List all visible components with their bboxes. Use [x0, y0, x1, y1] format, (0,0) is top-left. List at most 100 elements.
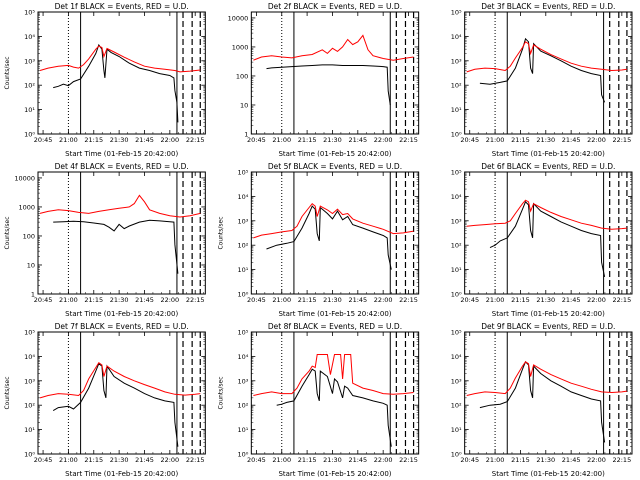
- x-tick-label: 21:00: [59, 136, 78, 144]
- x-tick-label: 21:00: [486, 296, 505, 304]
- x-tick-label: 20:45: [247, 296, 266, 304]
- x-tick-label: 21:00: [59, 456, 78, 464]
- y-tick-label: 10³: [237, 377, 248, 385]
- x-tick-label: 22:15: [399, 456, 418, 464]
- panel-det-8: Det 8f BLACK = Events, RED = U.D. Counts/…: [217, 322, 420, 478]
- y-tick-label: 10⁰: [237, 291, 248, 299]
- x-tick-label: 21:45: [348, 456, 367, 464]
- x-axis-label: Start Time (01-Feb-15 20:42:00): [492, 150, 605, 158]
- events-curve: [479, 360, 606, 443]
- x-tick-label: 21:00: [486, 136, 505, 144]
- y-tick-label: 10¹: [451, 426, 462, 434]
- y-tick-label: 10¹: [237, 426, 248, 434]
- panel-det-5: Det 5f BLACK = Events, RED = U.D. Counts/…: [217, 162, 420, 318]
- events-curve: [266, 205, 392, 270]
- x-tick-label: 21:30: [110, 136, 129, 144]
- y-tick-label: 10²: [237, 402, 248, 410]
- plot-frame: [464, 11, 633, 135]
- y-tick-label: 10²: [451, 402, 462, 410]
- panel-title: Det 8f BLACK = Events, RED = U.D.: [268, 322, 402, 331]
- x-tick-label: 20:45: [460, 136, 479, 144]
- x-tick-label: 21:15: [298, 296, 317, 304]
- plot-frame: [250, 171, 420, 295]
- events-curve: [276, 368, 392, 447]
- events-curve: [266, 64, 391, 106]
- x-axis-label: Start Time (01-Feb-15 20:42:00): [65, 470, 178, 478]
- x-axis-label: Start Time (01-Feb-15 20:42:00): [278, 470, 391, 478]
- y-tick-label: 10000: [228, 14, 249, 22]
- x-tick-label: 21:00: [272, 456, 291, 464]
- x-tick-label: 21:30: [110, 456, 129, 464]
- ud-curve: [39, 361, 201, 399]
- y-axis-label: Counts/sec: [217, 376, 224, 409]
- x-tick-label: 22:00: [160, 296, 179, 304]
- x-tick-label: 20:45: [247, 136, 266, 144]
- y-tick-label: 10⁰: [451, 131, 462, 139]
- y-tick-label: 10¹: [24, 106, 35, 114]
- events-curve: [52, 362, 179, 447]
- y-tick-label: 10⁴: [451, 193, 462, 201]
- panel-title: Det 2f BLACK = Events, RED = U.D.: [268, 2, 402, 11]
- x-tick-label: 22:15: [612, 296, 631, 304]
- panel-det-4: Det 4f BLACK = Events, RED = U.D. Counts/…: [4, 162, 206, 318]
- y-tick-label: 10³: [24, 57, 35, 65]
- panel-det-1: Det 1f BLACK = Events, RED = U.D. Counts/…: [4, 2, 206, 158]
- x-tick-label: 22:15: [186, 296, 205, 304]
- plot-frame: [464, 171, 633, 295]
- x-tick-label: 21:00: [59, 296, 78, 304]
- panel-title: Det 7f BLACK = Events, RED = U.D.: [55, 322, 189, 331]
- x-tick-label: 21:15: [511, 296, 530, 304]
- x-tick-label: 22:00: [160, 136, 179, 144]
- x-axis-label: Start Time (01-Feb-15 20:42:00): [278, 150, 391, 158]
- ud-curve: [466, 41, 627, 73]
- x-tick-label: 21:15: [84, 136, 103, 144]
- x-tick-label: 22:15: [186, 456, 205, 464]
- x-axis-label: Start Time (01-Feb-15 20:42:00): [492, 470, 605, 478]
- plot-frame: [37, 331, 206, 455]
- plot-frame: [250, 331, 420, 455]
- y-tick-label: 10000: [14, 174, 35, 182]
- x-tick-label: 22:15: [612, 136, 631, 144]
- y-tick-label: 10¹: [237, 266, 248, 274]
- x-tick-label: 21:00: [272, 296, 291, 304]
- ud-curve: [253, 354, 414, 396]
- x-tick-label: 22:00: [374, 456, 393, 464]
- plot-frame: [250, 11, 420, 135]
- y-tick-label: 10³: [237, 217, 248, 225]
- x-tick-label: 22:00: [587, 456, 606, 464]
- ud-curve: [466, 199, 627, 230]
- x-tick-label: 21:00: [486, 456, 505, 464]
- panel-det-6: Det 6f BLACK = Events, RED = U.D. Start T…: [451, 162, 633, 318]
- x-tick-label: 21:30: [110, 296, 129, 304]
- ud-curve: [253, 203, 414, 239]
- x-tick-label: 21:45: [562, 456, 581, 464]
- ud-curve: [466, 361, 627, 396]
- y-tick-label: 10⁴: [451, 33, 462, 41]
- x-tick-label: 22:00: [587, 296, 606, 304]
- ud-curve: [39, 194, 201, 218]
- y-tick-label: 10³: [451, 217, 462, 225]
- plot-frame: [464, 331, 633, 455]
- x-tick-label: 22:00: [374, 296, 393, 304]
- x-axis-label: Start Time (01-Feb-15 20:42:00): [65, 150, 178, 158]
- y-axis-label: Counts/sec: [4, 56, 11, 89]
- y-tick-label: 10⁴: [24, 33, 35, 41]
- x-tick-label: 21:15: [84, 296, 103, 304]
- y-axis-label: Counts/sec: [217, 216, 224, 249]
- x-tick-label: 21:45: [135, 296, 154, 304]
- events-curve: [53, 219, 179, 274]
- x-axis-label: Start Time (01-Feb-15 20:42:00): [492, 310, 605, 318]
- events-curve: [479, 37, 606, 103]
- y-tick-label: 10⁴: [237, 193, 248, 201]
- panel-title: Det 6f BLACK = Events, RED = U.D.: [481, 162, 615, 171]
- y-tick-label: 10⁵: [24, 9, 35, 17]
- x-tick-label: 21:15: [298, 456, 317, 464]
- x-tick-label: 22:00: [374, 136, 393, 144]
- x-tick-label: 21:30: [323, 136, 342, 144]
- events-curve: [53, 43, 179, 123]
- y-tick-label: 10²: [451, 242, 462, 250]
- x-tick-label: 20:45: [460, 456, 479, 464]
- y-tick-label: 10⁰: [24, 131, 35, 139]
- x-tick-label: 21:45: [562, 296, 581, 304]
